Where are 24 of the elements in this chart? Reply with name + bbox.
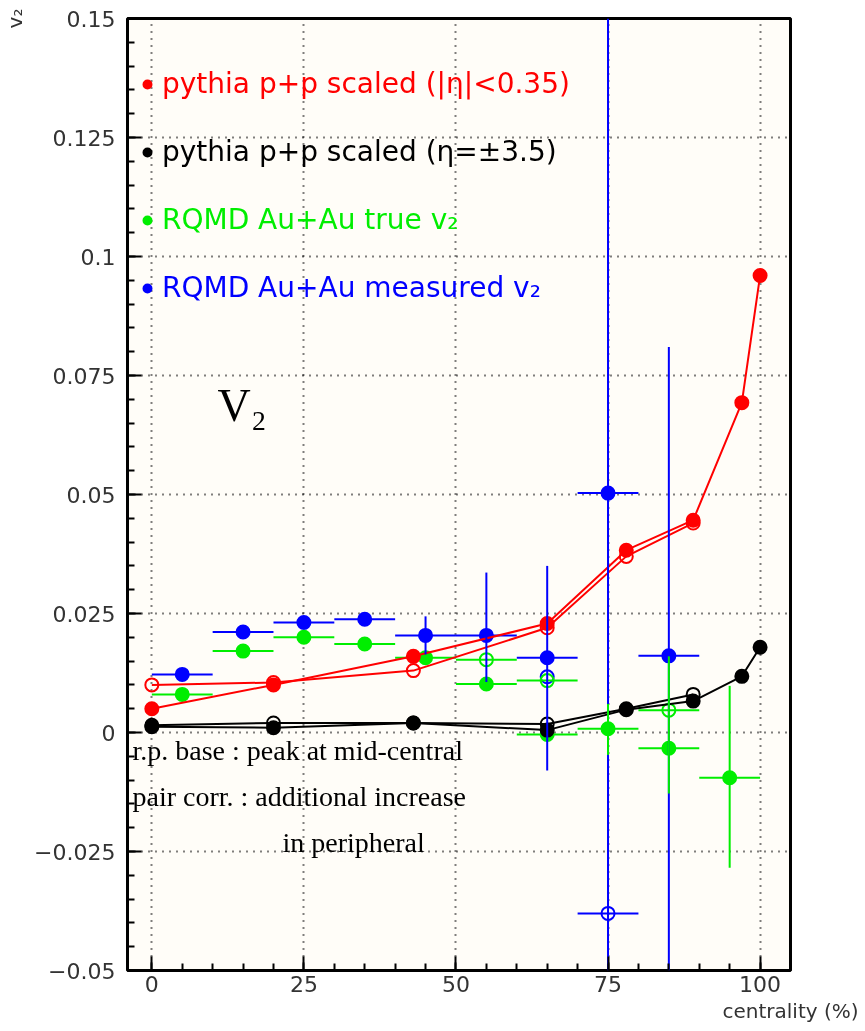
y-tick-label: 0.15 [66, 6, 116, 32]
x-tick-label: 50 [441, 971, 470, 997]
y-tick-label: 0 [101, 720, 116, 746]
annotation: pair corr. : additional increase [132, 780, 467, 812]
y-tick-label: −0.05 [48, 958, 116, 984]
x-tick-label: 25 [289, 971, 318, 997]
x-tick-label: 75 [594, 971, 623, 997]
y-tick-label: 0.025 [52, 601, 116, 627]
annotation: r.p. base : peak at mid-central [132, 734, 464, 766]
annotation: in peripheral [282, 826, 425, 858]
y-tick-label: 0.05 [66, 482, 116, 508]
x-tick-label: 0 [144, 971, 159, 997]
annotation: V₂ [217, 379, 267, 431]
x-tick-label: 100 [739, 971, 782, 997]
y-tick-label: 0.125 [52, 125, 116, 151]
y-tick-label: 0.075 [52, 363, 116, 389]
legend-label: pythia p+p scaled (η=±3.5) [162, 135, 557, 168]
legend-label: RQMD Au+Au true v₂ [162, 203, 459, 236]
x-axis-title: centrality (%) [722, 998, 859, 1023]
legend-label: RQMD Au+Au measured v₂ [162, 271, 541, 304]
y-tick-label: 0.1 [80, 244, 116, 270]
legend-label: pythia p+p scaled (|η|<0.35) [162, 67, 570, 100]
y-tick-label: −0.025 [34, 839, 116, 865]
y-axis-title: v₂ [3, 8, 28, 29]
